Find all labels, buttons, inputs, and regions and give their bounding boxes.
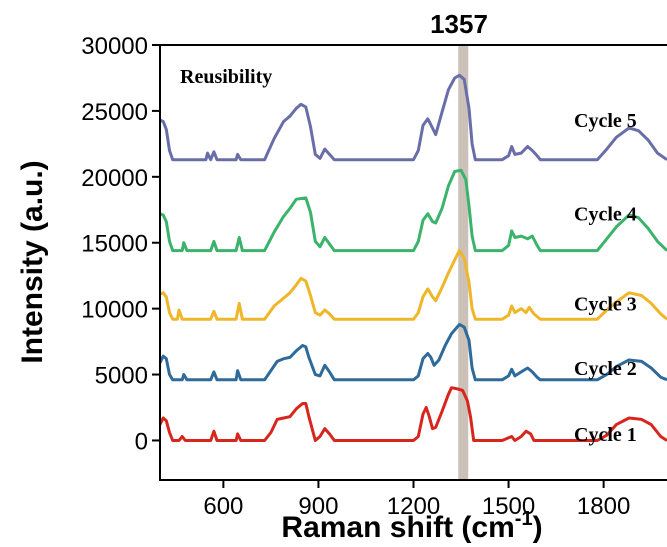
series-label-cycle-4: Cycle 4 — [574, 204, 637, 226]
y-tick-label: 5000 — [95, 363, 148, 390]
x-tick-label: 600 — [203, 493, 243, 520]
series-label-cycle-3: Cycle 3 — [574, 293, 637, 315]
y-tick-label: 10000 — [81, 297, 148, 324]
x-ticks: 600 900 1200 1500 1800 — [203, 480, 630, 520]
annotation-text: Reusibility — [180, 66, 272, 88]
y-axis-title: Intensity (a.u.) — [16, 160, 49, 363]
marker-band — [458, 45, 469, 480]
x-tick-label: 1800 — [577, 493, 630, 520]
y-tick-label: 20000 — [81, 165, 148, 192]
series-layer — [158, 73, 667, 442]
series-line-cycle-4 — [159, 168, 667, 253]
series-line-cycle-3 — [159, 249, 667, 321]
x-tick-label: 1200 — [387, 493, 440, 520]
marker-layer — [458, 45, 469, 480]
series-label-cycle-5: Cycle 5 — [574, 110, 637, 132]
y-tick-label: 15000 — [81, 231, 148, 258]
series-label-cycle-2: Cycle 2 — [574, 358, 637, 380]
x-axis-title-end: ) — [533, 511, 543, 544]
y-ticks: 0 5000 10000 15000 20000 25000 30000 — [81, 33, 160, 455]
x-axis-title: Raman shift (cm-1) — [281, 508, 542, 544]
series-line-cycle-1 — [158, 386, 667, 442]
y-tick-label: 25000 — [81, 99, 148, 126]
series-line-cycle-2 — [158, 323, 667, 382]
marker-label: 1357 — [430, 9, 488, 39]
series-line-cycle-5 — [159, 73, 667, 162]
y-tick-label: 0 — [135, 428, 148, 455]
y-tick-label: 30000 — [81, 33, 148, 60]
x-tick-label: 1500 — [482, 493, 535, 520]
series-label-cycle-1: Cycle 1 — [574, 424, 637, 446]
x-axis-title-sup: -1 — [515, 508, 533, 530]
series-labels: Cycle 1 Cycle 2 Cycle 3 Cycle 4 Cycle 5 — [574, 110, 637, 446]
x-axis-title-main: Raman shift (cm — [281, 511, 514, 544]
x-tick-label: 900 — [298, 493, 338, 520]
